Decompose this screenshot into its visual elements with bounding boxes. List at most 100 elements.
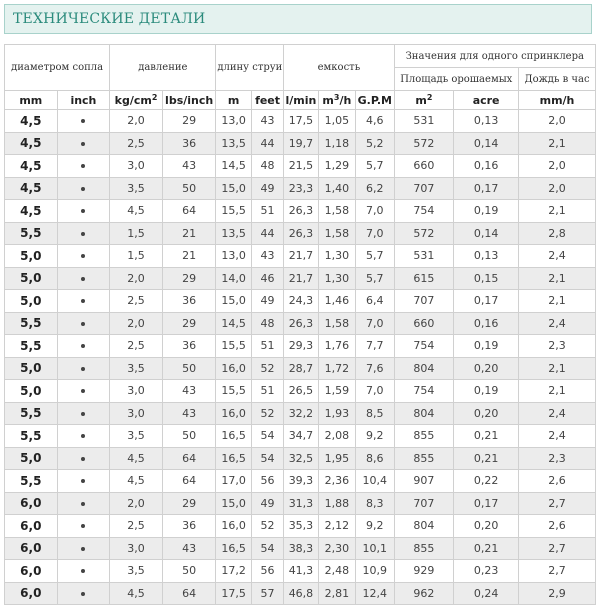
jet-m-cell: 14,5 <box>215 311 252 335</box>
inch-marker-cell <box>56 131 111 155</box>
table-row: 4,5 2,5 36 13,5 44 19,7 1,18 5,2 572 0,14 2,1 <box>4 131 596 155</box>
jet-m-cell: 13,0 <box>215 244 252 268</box>
flow-m3h-cell: 1,58 <box>317 199 357 223</box>
flow-m3h-cell: 1,40 <box>317 176 357 200</box>
table-row: 4,5 3,5 50 15,0 49 23,3 1,40 6,2 707 0,17 2,0 <box>4 176 596 200</box>
rain-mmh-cell: 2,0 <box>518 109 596 133</box>
table-row: 5,5 1,5 21 13,5 44 26,3 1,58 7,0 572 0,14 2,8 <box>4 221 596 245</box>
header-rain: Дождь в час <box>518 67 596 91</box>
bullet-icon <box>81 546 86 551</box>
pressure-psi-cell: 36 <box>161 289 217 313</box>
area-acre-cell: 0,22 <box>453 469 519 493</box>
area-acre-cell: 0,23 <box>453 559 519 583</box>
area-acre-cell: 0,14 <box>453 131 519 155</box>
inch-marker-cell <box>56 446 111 470</box>
flow-m3h-cell: 1,58 <box>317 311 357 335</box>
nozzle-mm-cell: 4,5 <box>4 154 58 178</box>
bullet-icon <box>81 254 86 259</box>
pressure-psi-cell: 64 <box>161 581 217 605</box>
nozzle-mm-cell: 6,0 <box>4 514 58 538</box>
bullet-icon <box>81 434 86 439</box>
jet-m-cell: 17,0 <box>215 469 252 493</box>
bullet-icon <box>81 164 86 169</box>
bullet-icon <box>81 501 86 506</box>
bullet-icon <box>81 299 86 304</box>
flow-gpm-cell: 10,9 <box>355 559 395 583</box>
pressure-psi-cell: 43 <box>161 154 217 178</box>
flow-m3h-cell: 2,30 <box>317 536 357 560</box>
area-m2-cell: 660 <box>393 311 455 335</box>
flow-gpm-cell: 7,0 <box>355 379 395 403</box>
jet-feet-cell: 46 <box>250 266 285 290</box>
area-acre-cell: 0,21 <box>453 446 519 470</box>
flow-gpm-cell: 8,5 <box>355 401 395 425</box>
flow-lmin-cell: 34,7 <box>283 424 319 448</box>
area-acre-cell: 0,19 <box>453 379 519 403</box>
nozzle-mm-cell: 5,5 <box>4 334 58 358</box>
bullet-icon <box>81 411 86 416</box>
nozzle-mm-cell: 5,0 <box>4 244 58 268</box>
jet-feet-cell: 56 <box>250 469 285 493</box>
flow-m3h-cell: 2,12 <box>317 514 357 538</box>
table-row: 5,0 4,5 64 16,5 54 32,5 1,95 8,6 855 0,21 2,3 <box>4 446 596 470</box>
jet-feet-cell: 51 <box>250 379 285 403</box>
pressure-psi-cell: 64 <box>161 199 217 223</box>
bullet-icon <box>81 231 86 236</box>
inch-marker-cell <box>56 334 111 358</box>
area-m2-cell: 572 <box>393 131 455 155</box>
area-acre-cell: 0,19 <box>453 334 519 358</box>
jet-m-cell: 16,5 <box>215 446 252 470</box>
flow-gpm-cell: 5,7 <box>355 154 395 178</box>
pressure-kg-cell: 3,0 <box>109 536 163 560</box>
header-per-sprinkler: Значения для одного спринклера <box>393 44 597 68</box>
table-row: 5,0 2,0 29 14,0 46 21,7 1,30 5,7 615 0,15 2,1 <box>4 266 596 290</box>
pressure-kg-cell: 3,0 <box>109 401 163 425</box>
unit-m3h: m3/h <box>317 90 357 110</box>
rain-mmh-cell: 2,0 <box>518 176 596 200</box>
jet-m-cell: 15,5 <box>215 379 252 403</box>
unit-feet: feet <box>250 90 285 110</box>
area-acre-cell: 0,16 <box>453 154 519 178</box>
flow-lmin-cell: 21,7 <box>283 266 319 290</box>
flow-m3h-cell: 1,05 <box>317 109 357 133</box>
pressure-kg-cell: 3,5 <box>109 356 163 380</box>
area-m2-cell: 660 <box>393 154 455 178</box>
flow-m3h-cell: 2,36 <box>317 469 357 493</box>
rain-mmh-cell: 2,7 <box>518 559 596 583</box>
bullet-icon <box>81 321 86 326</box>
jet-m-cell: 15,5 <box>215 199 252 223</box>
unit-m2: m2 <box>393 90 455 110</box>
table-row: 5,0 3,0 43 15,5 51 26,5 1,59 7,0 754 0,19 2,1 <box>4 379 596 403</box>
jet-feet-cell: 49 <box>250 176 285 200</box>
pressure-kg-cell: 4,5 <box>109 581 163 605</box>
inch-marker-cell <box>56 469 111 493</box>
inch-marker-cell <box>56 154 111 178</box>
area-acre-cell: 0,16 <box>453 311 519 335</box>
inch-marker-cell <box>56 379 111 403</box>
table-row: 5,5 3,5 50 16,5 54 34,7 2,08 9,2 855 0,21 2,4 <box>4 424 596 448</box>
unit-mm: mm <box>4 90 58 110</box>
bullet-icon <box>81 366 86 371</box>
area-m2-cell: 615 <box>393 266 455 290</box>
unit-inch: inch <box>56 90 111 110</box>
jet-feet-cell: 48 <box>250 311 285 335</box>
jet-feet-cell: 43 <box>250 244 285 268</box>
jet-m-cell: 15,5 <box>215 334 252 358</box>
pressure-psi-cell: 50 <box>161 176 217 200</box>
area-m2-cell: 907 <box>393 469 455 493</box>
flow-lmin-cell: 26,3 <box>283 311 319 335</box>
area-acre-cell: 0,17 <box>453 491 519 515</box>
title-bar: ТЕХНИЧЕСКИЕ ДЕТАЛИ <box>4 4 592 34</box>
pressure-kg-cell: 2,0 <box>109 109 163 133</box>
rain-mmh-cell: 2,7 <box>518 491 596 515</box>
area-acre-cell: 0,13 <box>453 244 519 268</box>
area-m2-cell: 707 <box>393 176 455 200</box>
jet-m-cell: 15,0 <box>215 289 252 313</box>
nozzle-mm-cell: 5,0 <box>4 446 58 470</box>
area-m2-cell: 855 <box>393 424 455 448</box>
header-jet: длину струи <box>215 44 285 91</box>
bullet-icon <box>81 389 86 394</box>
inch-marker-cell <box>56 401 111 425</box>
flow-gpm-cell: 7,7 <box>355 334 395 358</box>
flow-lmin-cell: 19,7 <box>283 131 319 155</box>
